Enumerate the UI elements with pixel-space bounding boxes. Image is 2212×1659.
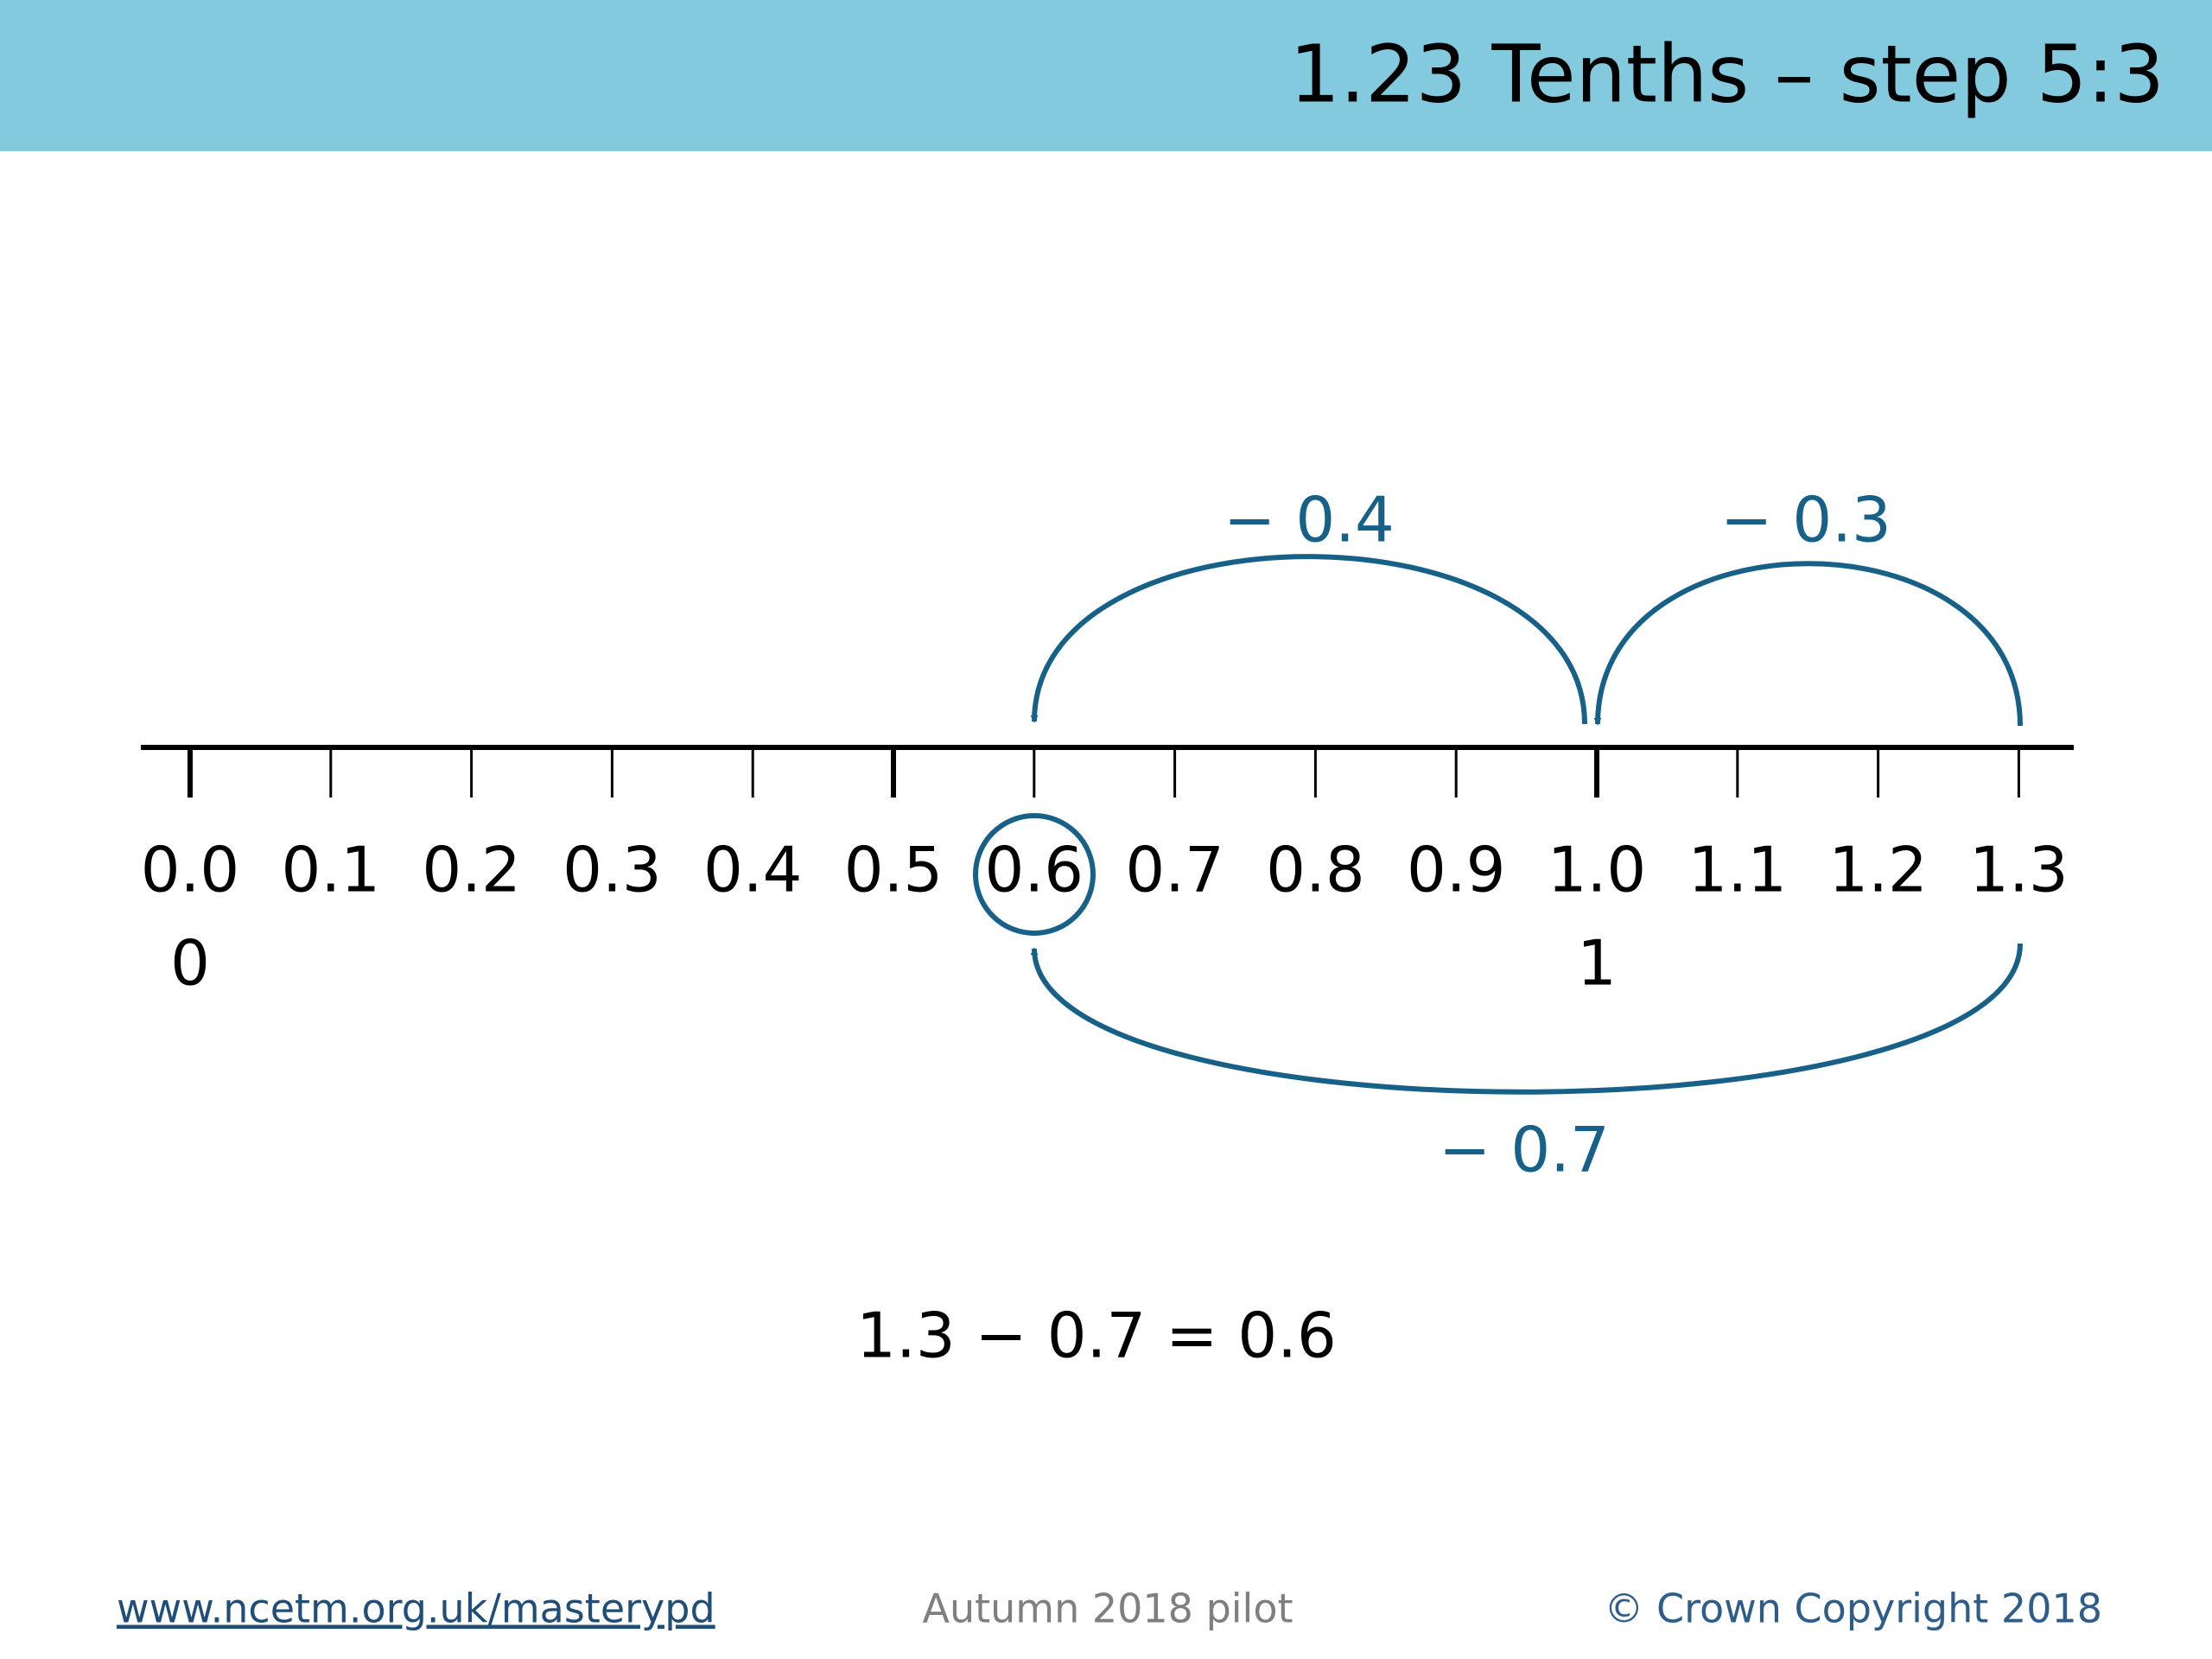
tick-label: 0.0 (141, 834, 240, 906)
equation: 1.3 − 0.7 = 0.6 (856, 1300, 1337, 1372)
whole-label: 1 (1577, 927, 1617, 1000)
jump-label: − 0.4 (1224, 484, 1395, 556)
tick-label: 0.4 (703, 834, 803, 906)
jump-arc (1030, 554, 1587, 725)
tick-label: 1.2 (1828, 834, 1928, 906)
tick-label: 0.5 (844, 834, 944, 906)
tick-label: 1.3 (1969, 834, 2069, 906)
tick-label: 0.9 (1407, 834, 1506, 906)
jump-arc (1030, 943, 2023, 1095)
tick-label: 0.3 (563, 834, 662, 906)
whole-label: 0 (170, 927, 210, 1000)
tick-label: 0.6 (985, 834, 1084, 906)
jump-label: − 0.3 (1720, 484, 1891, 556)
jump-label: − 0.7 (1439, 1114, 1610, 1186)
tick-label: 1.0 (1548, 834, 1647, 906)
header-bar (0, 0, 2212, 151)
tick-label: 1.1 (1688, 834, 1788, 906)
footer-center: Autumn 2018 pilot (922, 1586, 1293, 1632)
jump-arc (1593, 561, 2023, 727)
tick-label: 0.1 (282, 834, 381, 906)
footer-link[interactable]: www.ncetm.org.uk/masterypd (117, 1586, 715, 1632)
tick-label: 0.8 (1266, 834, 1365, 906)
footer-copyright: © Crown Copyright 2018 (1604, 1586, 2102, 1632)
tick-label: 0.7 (1125, 834, 1224, 906)
tick-label: 0.2 (422, 834, 521, 906)
answer-circle (973, 813, 1096, 936)
title: 1.23 Tenths – step 5:3 (1289, 28, 2164, 120)
ticks (188, 747, 2020, 798)
